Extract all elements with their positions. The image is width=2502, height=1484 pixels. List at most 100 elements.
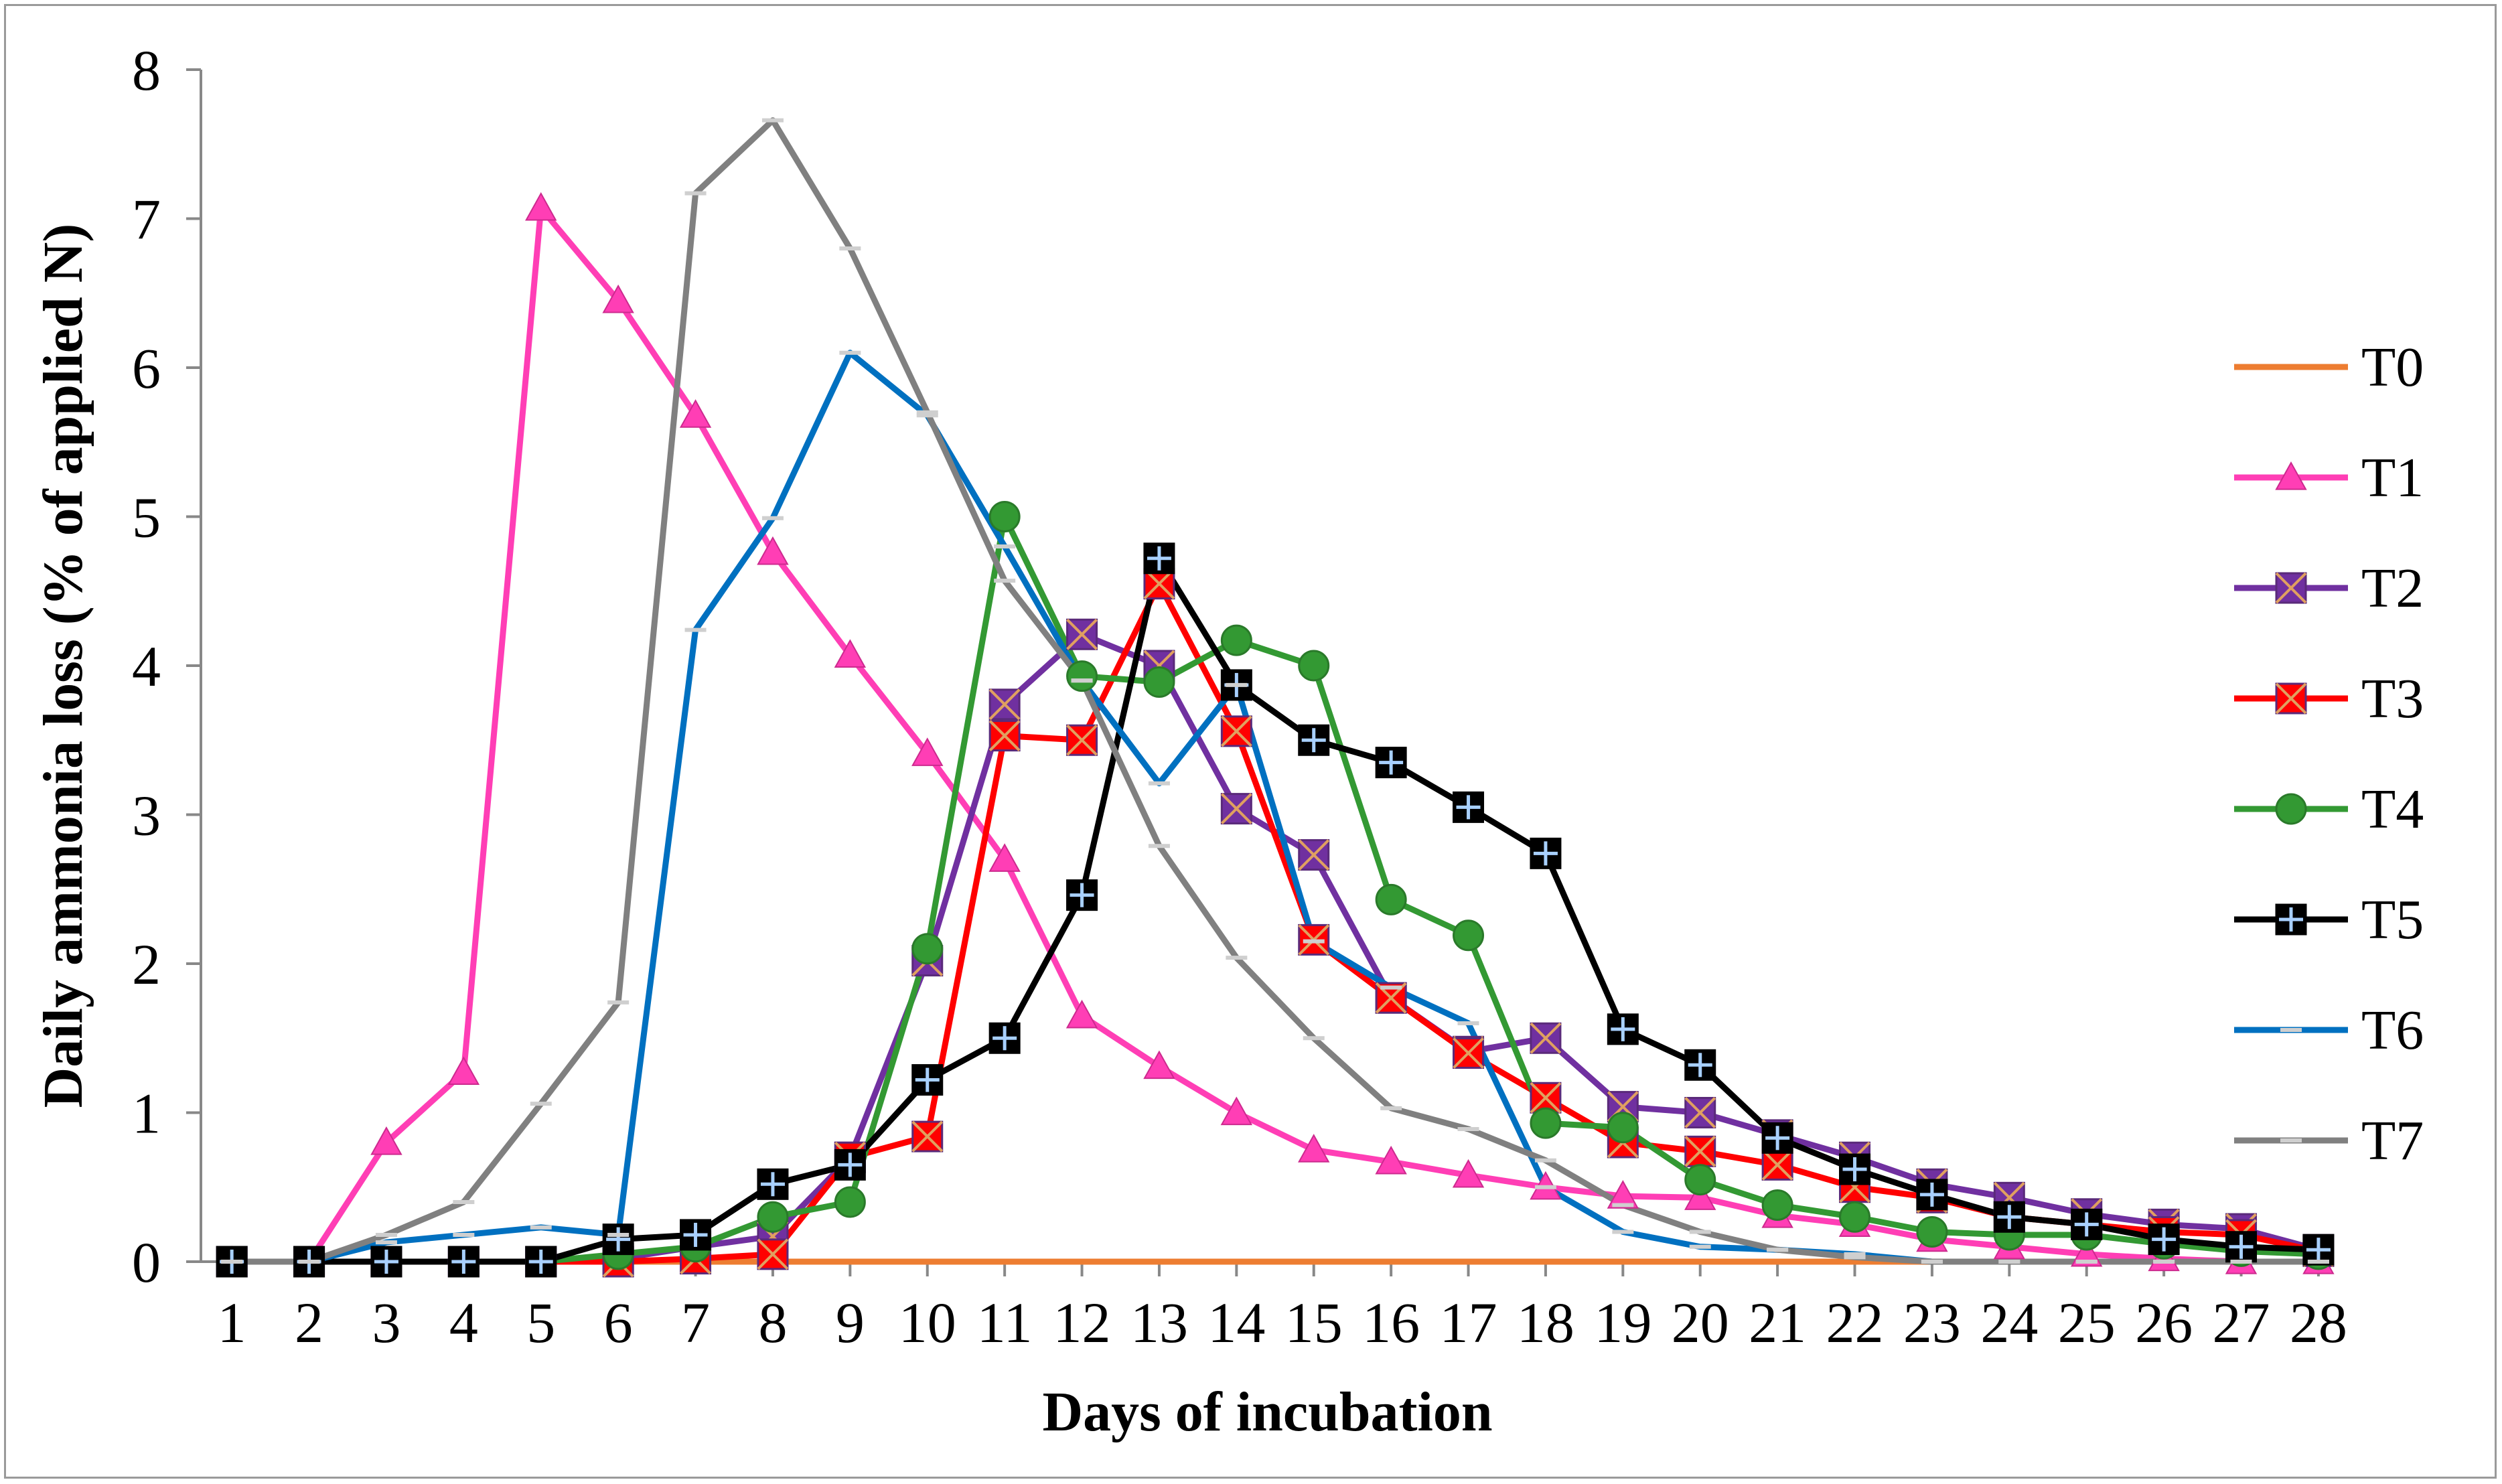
- data-point-t4: [911, 933, 944, 965]
- data-point-t4: [988, 501, 1021, 532]
- data-point-t4: [1530, 1107, 1562, 1139]
- data-point-t5: [370, 1246, 402, 1278]
- data-point-t5: [1607, 1013, 1639, 1045]
- y-tick-label: 1: [132, 1082, 161, 1146]
- x-tick-label: 1: [218, 1290, 246, 1355]
- y-tick-label: 4: [132, 634, 161, 698]
- x-tick-label: 2: [295, 1290, 323, 1355]
- data-point-t5: [988, 1022, 1021, 1054]
- data-point-t4: [1143, 666, 1175, 698]
- y-tick-label: 5: [132, 486, 161, 550]
- series-line-t3: [232, 581, 2319, 1265]
- x-tick-label: 13: [1130, 1290, 1188, 1355]
- data-point-t3: [988, 720, 1021, 752]
- data-point-t1: [1607, 1180, 1639, 1209]
- data-point-t5: [1375, 747, 1407, 779]
- data-point-t3: [1453, 1037, 1485, 1069]
- data-point-t5: [1916, 1179, 1948, 1211]
- data-point-t5: [1839, 1153, 1871, 1185]
- legend-label: T6: [2361, 999, 2424, 1061]
- data-point-t4: [1839, 1201, 1871, 1233]
- data-point-t4: [1684, 1164, 1716, 1196]
- x-tick-label: 3: [372, 1290, 400, 1355]
- data-point-t4: [834, 1186, 866, 1218]
- data-point-t5: [2302, 1234, 2335, 1266]
- data-point-t5: [1993, 1201, 2025, 1233]
- x-tick-label: 8: [758, 1290, 787, 1355]
- x-tick-label: 4: [449, 1290, 478, 1355]
- data-point-t5: [1684, 1049, 1716, 1081]
- legend-item-t5: T5: [2234, 889, 2424, 951]
- y-tick-label: 7: [132, 188, 161, 252]
- data-point-t1: [1143, 1050, 1175, 1080]
- legend-item-t0: T0: [2234, 336, 2424, 398]
- legend-marker: [2275, 572, 2307, 604]
- data-point-t1: [911, 737, 944, 766]
- data-point-t5: [2225, 1231, 2258, 1263]
- data-point-t4: [1607, 1112, 1639, 1144]
- data-point-t5: [2148, 1223, 2180, 1256]
- y-tick-label: 2: [132, 932, 161, 996]
- legend-label: T5: [2361, 889, 2424, 951]
- data-point-t4: [757, 1201, 789, 1233]
- x-tick-label: 20: [1672, 1290, 1729, 1355]
- data-point-t1: [1298, 1134, 1330, 1163]
- data-point-t1: [1452, 1159, 1485, 1188]
- data-point-t3: [1761, 1148, 1793, 1181]
- x-tick-label: 19: [1594, 1290, 1651, 1355]
- x-tick-label: 6: [604, 1290, 633, 1355]
- legend-marker: [2275, 903, 2307, 936]
- x-tick-label: 27: [2213, 1290, 2270, 1355]
- data-point-t4: [1761, 1189, 1793, 1221]
- x-tick-label: 14: [1207, 1290, 1265, 1355]
- x-tick-label: 24: [1980, 1290, 2038, 1355]
- y-tick-label: 6: [132, 336, 161, 400]
- x-tick-label: 21: [1749, 1290, 1806, 1355]
- x-tick-label: 9: [836, 1290, 865, 1355]
- data-point-t1: [988, 843, 1021, 872]
- data-point-t5: [911, 1064, 944, 1096]
- legend-label: T4: [2361, 778, 2424, 840]
- x-tick-label: 23: [1903, 1290, 1961, 1355]
- markers-t2: [216, 618, 2335, 1278]
- legend-item-t4: T4: [2234, 778, 2424, 840]
- data-point-t5: [834, 1148, 866, 1181]
- legend-label: T3: [2361, 668, 2424, 730]
- data-point-t2: [1066, 618, 1098, 650]
- legend-item-t2: T2: [2234, 557, 2424, 619]
- data-point-t1: [602, 284, 634, 313]
- data-point-t4: [1375, 883, 1407, 915]
- markers-t3: [216, 568, 2335, 1278]
- legend-label: T0: [2361, 336, 2424, 398]
- data-point-t4: [1298, 650, 1330, 682]
- data-point-t3: [1220, 715, 1252, 747]
- y-axis-title: Daily ammonia loss (% of applied N): [32, 224, 94, 1108]
- x-axis-title: Days of incubation: [1042, 1381, 1492, 1443]
- data-point-t1: [679, 399, 712, 428]
- legend-marker: [2275, 461, 2307, 490]
- data-point-t2: [1220, 793, 1252, 825]
- legend-item-t6: T6: [2234, 999, 2424, 1061]
- x-tick-label: 7: [681, 1290, 710, 1355]
- data-point-t3: [1684, 1135, 1716, 1167]
- legend-marker: [2275, 793, 2307, 825]
- data-point-t5: [1453, 791, 1485, 823]
- data-point-t5: [1066, 879, 1098, 911]
- x-tick-label: 18: [1517, 1290, 1574, 1355]
- data-point-t3: [757, 1238, 789, 1270]
- data-point-t3: [1066, 724, 1098, 756]
- data-point-t4: [1916, 1216, 1948, 1248]
- data-point-t1: [1220, 1096, 1253, 1126]
- data-point-t4: [1066, 660, 1098, 692]
- legend-item-t7: T7: [2234, 1110, 2424, 1172]
- series-line-t4: [232, 514, 2319, 1265]
- y-tick-label: 0: [132, 1230, 161, 1294]
- y-tick-label: 8: [132, 38, 161, 102]
- series-line-t2: [232, 631, 2320, 1265]
- data-point-t5: [2071, 1208, 2103, 1240]
- y-tick-label: 3: [132, 784, 161, 848]
- data-point-t5: [447, 1246, 480, 1278]
- data-point-t2: [1298, 839, 1330, 871]
